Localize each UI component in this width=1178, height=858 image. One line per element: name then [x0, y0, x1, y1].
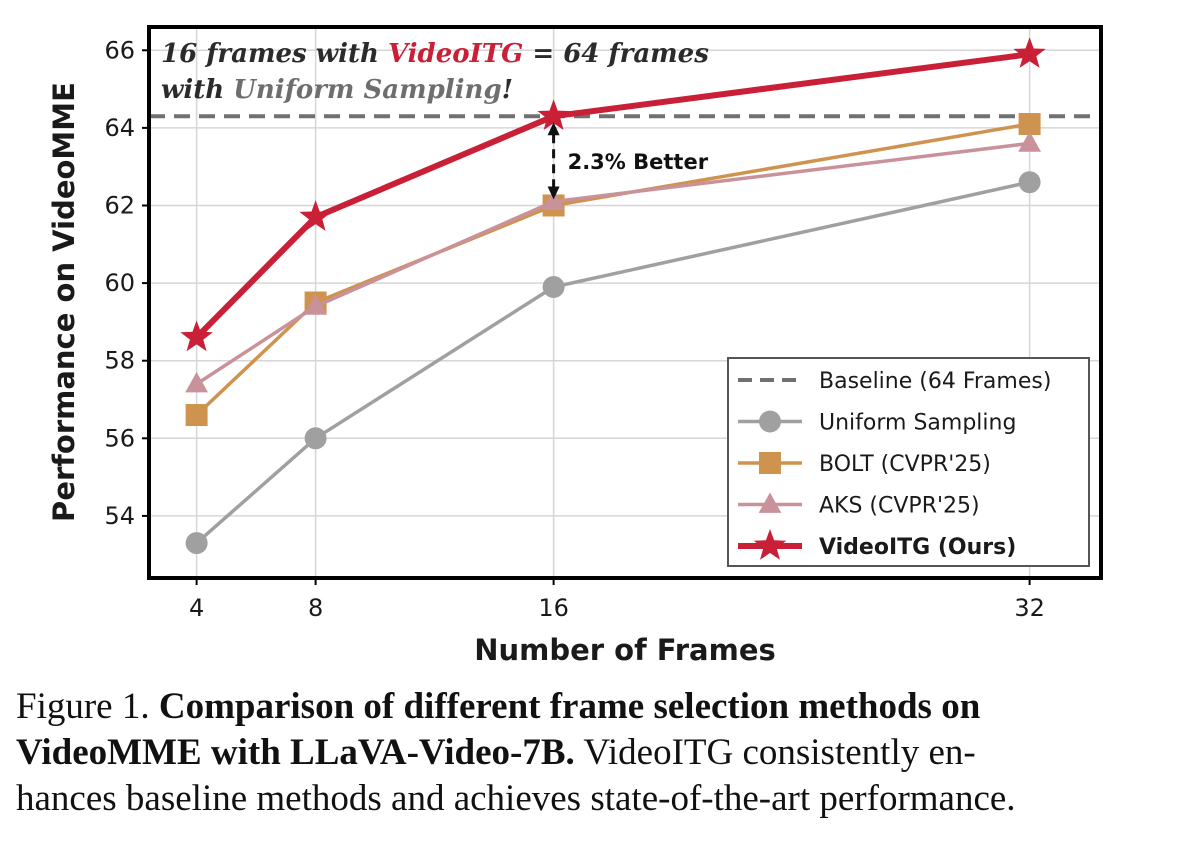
y-tick-label-58: 58 — [104, 347, 135, 375]
legend-label-aks-cvpr-25: AKS (CVPR'25) — [819, 494, 980, 519]
figure-caption: Figure 1. Comparison of different frame … — [16, 684, 1166, 822]
legend: Baseline (64 Frames) Uniform Sampling BOLT… — [727, 357, 1090, 567]
y-tick-label-60: 60 — [104, 269, 135, 297]
point-videoitg-ours-16 — [537, 99, 570, 130]
point-videoitg-ours-32 — [1013, 37, 1046, 68]
point-bolt-cvpr-25-32 — [1018, 113, 1041, 136]
legend-swatch-marker-uniform-sampling — [759, 410, 781, 433]
series-layer — [180, 37, 1046, 555]
gap-label: 2.3% Better — [568, 150, 709, 174]
series-line-videoitg-ours — [194, 51, 1030, 340]
legend-label-bolt-cvpr-25: BOLT (CVPR'25) — [819, 452, 991, 477]
point-aks-cvpr-25-32 — [1018, 131, 1041, 152]
point-aks-cvpr-25-16 — [542, 189, 565, 211]
point-uniform-sampling-8 — [304, 427, 327, 450]
caption-prefix: Figure 1. — [16, 686, 159, 727]
gap-arrow-head-up — [547, 122, 560, 136]
line-chart: 2.3% Better 4 8 16 32 54 56 58 60 62 64 66 Number … — [47, 25, 1103, 667]
caption-bold-line-1: Comparison of different frame selection … — [158, 686, 981, 727]
legend-items: Baseline (64 Frames) Uniform Sampling BOLT… — [738, 369, 1051, 560]
series-line-uniform-sampling — [195, 180, 1030, 545]
y-axis-title: Performance on VideoMME — [47, 82, 81, 522]
annotation-part-16-frames: 16 frames — [161, 39, 307, 69]
legend-label-uniform-sampling: Uniform Sampling — [819, 411, 1016, 436]
point-uniform-sampling-16 — [542, 275, 565, 298]
point-aks-cvpr-25-4 — [185, 371, 208, 393]
annotation-part-uniform: Uniform Sampling — [233, 75, 501, 105]
annotation-line-2: with Uniform Sampling! — [161, 75, 513, 105]
caption-rest-line-2: VideoITG consistently en- — [574, 732, 976, 773]
ticks-layer: 4 8 16 32 54 56 58 60 62 64 66 — [104, 36, 1044, 622]
caption-line-2: VideoMME with LLaVA-Video-7B. VideoITG c… — [16, 730, 1166, 776]
series-line-aks-cvpr-25 — [195, 141, 1030, 386]
annotation-part-videoitg: VideoITG — [388, 39, 523, 69]
y-tick-label-66: 66 — [104, 36, 135, 64]
annotation-part-64-frames: = 64 frames — [523, 39, 709, 69]
x-tick-label-4: 4 — [189, 594, 204, 622]
x-tick-label-8: 8 — [308, 594, 323, 622]
x-tick-label-16: 16 — [538, 594, 569, 622]
caption-line-3: hances baseline methods and achieves sta… — [16, 778, 1016, 819]
point-uniform-sampling-32 — [1018, 171, 1041, 194]
y-tick-label-62: 62 — [104, 191, 135, 219]
y-tick-label-54: 54 — [104, 502, 135, 530]
legend-label-videoitg-ours: VideoITG (Ours) — [819, 535, 1016, 560]
legend-swatch-marker-bolt-cvpr-25 — [759, 452, 781, 474]
annotation-part-with-2: with — [161, 75, 233, 105]
x-tick-label-32: 32 — [1014, 594, 1045, 622]
gap-annotation: 2.3% Better — [547, 122, 709, 200]
plot-frame — [147, 25, 1103, 580]
caption-bold-line-2: VideoMME with LLaVA-Video-7B. — [16, 732, 575, 773]
legend-label-baseline-64-frames: Baseline (64 Frames) — [819, 369, 1051, 394]
point-aks-cvpr-25-8 — [304, 294, 327, 315]
point-videoitg-ours-8 — [299, 200, 332, 231]
caption-line-1: Figure 1. Comparison of different frame … — [16, 684, 1166, 730]
point-bolt-cvpr-25-4 — [185, 404, 208, 427]
gap-arrow-head-down — [547, 186, 560, 200]
point-uniform-sampling-4 — [185, 532, 208, 555]
annotation-line-1: 16 frames with VideoITG = 64 frames — [161, 39, 709, 69]
point-videoitg-ours-4 — [180, 320, 213, 352]
y-tick-label-64: 64 — [104, 114, 135, 142]
legend-swatch-marker-videoitg-ours — [753, 529, 787, 560]
legend-swatch-marker-aks-cvpr-25 — [758, 492, 782, 513]
y-tick-label-56: 56 — [104, 424, 135, 452]
x-axis-title: Number of Frames — [474, 633, 776, 667]
annotation-part-with: with — [307, 39, 388, 69]
annotation-part-exclaim: ! — [502, 75, 513, 105]
